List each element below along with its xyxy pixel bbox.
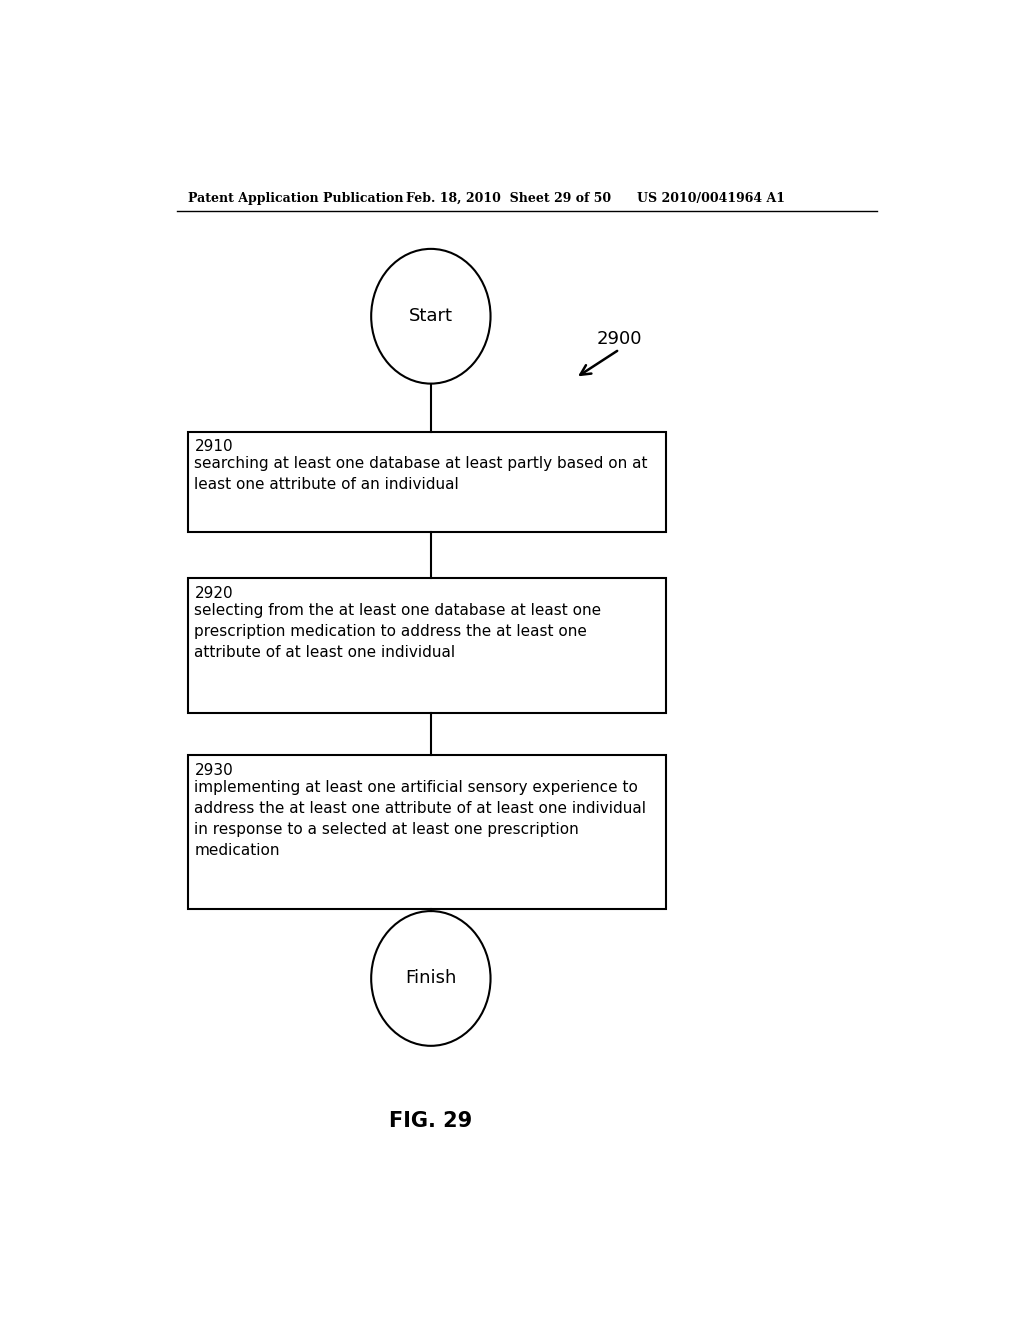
- Text: Start: Start: [409, 308, 453, 325]
- Text: 2920: 2920: [195, 586, 233, 601]
- Text: 2910: 2910: [195, 440, 233, 454]
- Bar: [188, 432, 666, 532]
- Text: 2900: 2900: [596, 330, 642, 348]
- Text: FIG. 29: FIG. 29: [389, 1111, 472, 1131]
- Bar: [188, 755, 666, 909]
- Text: searching at least one database at least partly based on at
least one attribute : searching at least one database at least…: [195, 457, 648, 492]
- Text: implementing at least one artificial sensory experience to
address the at least : implementing at least one artificial sen…: [195, 780, 646, 858]
- Bar: [188, 578, 666, 713]
- Text: US 2010/0041964 A1: US 2010/0041964 A1: [637, 191, 785, 205]
- Text: Patent Application Publication: Patent Application Publication: [188, 191, 403, 205]
- Text: selecting from the at least one database at least one
prescription medication to: selecting from the at least one database…: [195, 603, 601, 660]
- Text: Feb. 18, 2010  Sheet 29 of 50: Feb. 18, 2010 Sheet 29 of 50: [407, 191, 611, 205]
- Text: 2930: 2930: [195, 763, 233, 777]
- Text: Finish: Finish: [406, 969, 457, 987]
